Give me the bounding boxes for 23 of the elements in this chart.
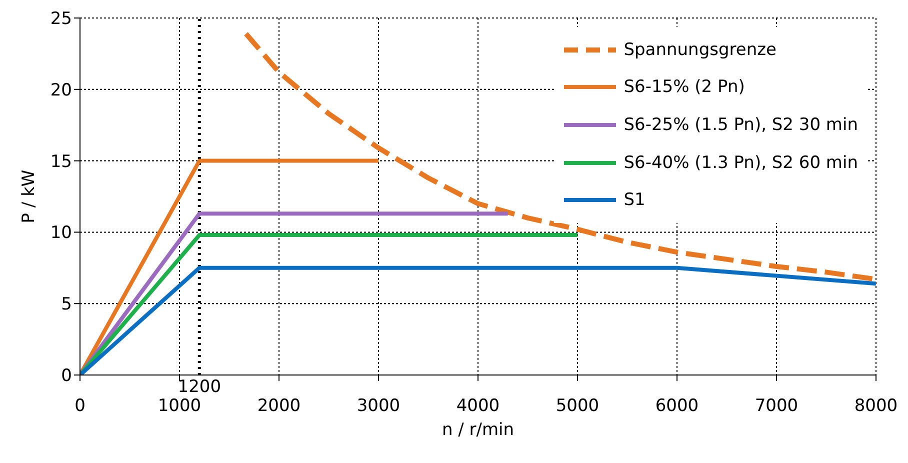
- x-axis-title: n / r/min: [442, 420, 514, 440]
- y-tick-label: 5: [61, 294, 72, 315]
- legend-label: S6-15% (2 Pn): [624, 77, 745, 98]
- x-tick-label: 6000: [655, 396, 699, 416]
- x-tick-label: 4000: [456, 396, 500, 416]
- legend-label: S6-25% (1.5 Pn), S2 30 min: [624, 114, 858, 135]
- x-tick-label: 3000: [356, 396, 400, 416]
- y-tick-label: 0: [61, 366, 72, 386]
- ref-line-label: 1200: [178, 377, 222, 397]
- y-tick-label: 15: [50, 152, 72, 172]
- y-tick-label: 10: [50, 223, 72, 244]
- legend-label: Spannungsgrenze: [624, 40, 776, 60]
- x-tick-label: 2000: [257, 396, 301, 416]
- y-axis-title: P / kW: [19, 170, 40, 224]
- legend-label: S6-40% (1.3 Pn), S2 60 min: [624, 152, 858, 173]
- x-tick-label: 7000: [754, 396, 798, 416]
- x-tick-label: 1000: [158, 396, 202, 416]
- x-tick-label: 5000: [556, 396, 600, 416]
- x-tick-label: 0: [74, 396, 86, 416]
- y-tick-label: 25: [50, 9, 72, 30]
- y-tick-label: 20: [50, 80, 72, 100]
- legend-label: S1: [624, 190, 646, 210]
- x-tick-label: 8000: [854, 396, 898, 416]
